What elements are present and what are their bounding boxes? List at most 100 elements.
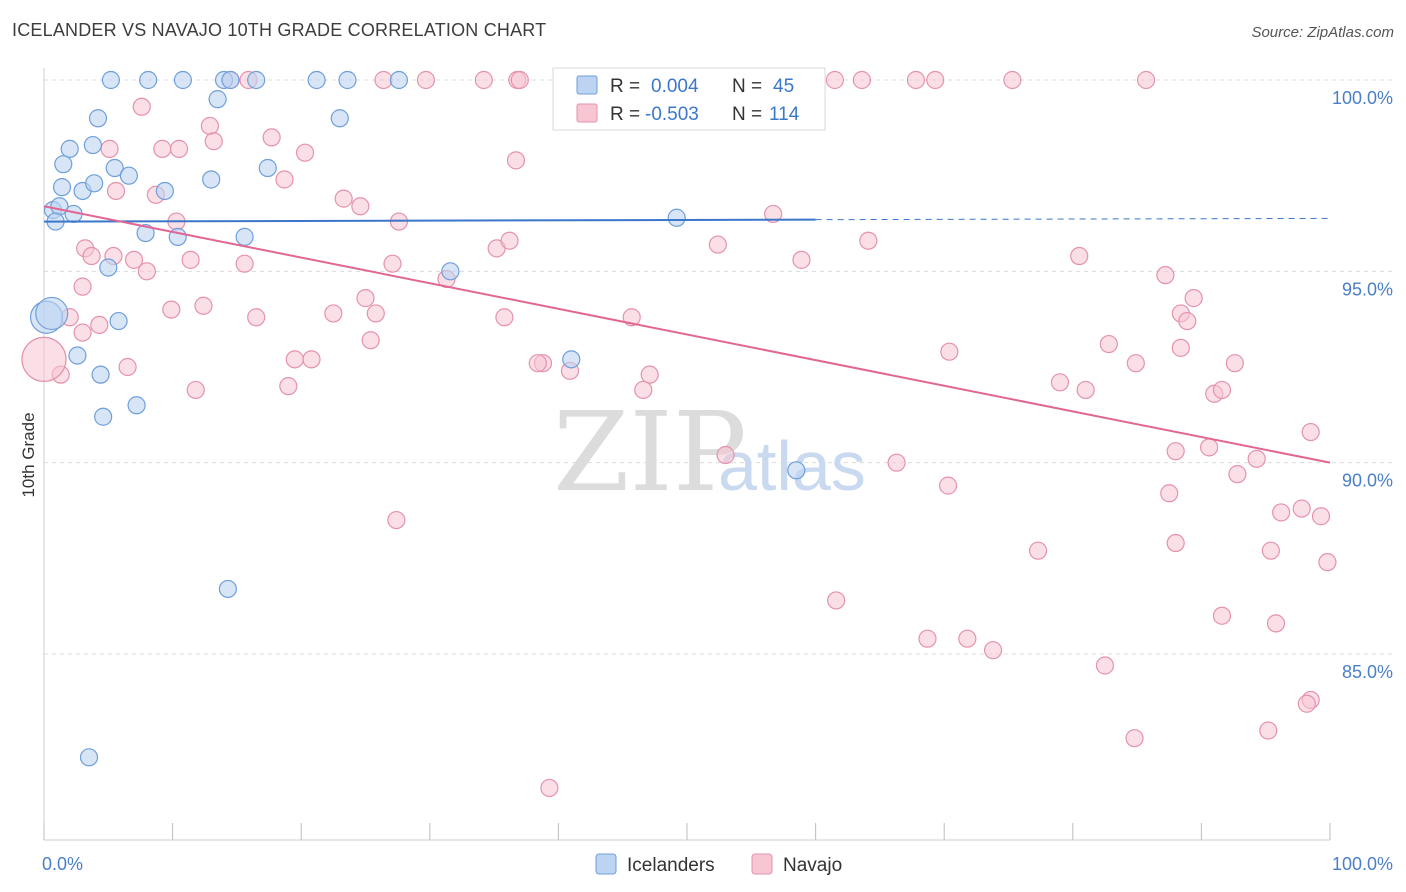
navajo-point: [1171, 338, 1190, 357]
icelander-point: [330, 109, 349, 128]
icelander-trend-line: [43, 218, 816, 223]
y-tick-label: 100.0%: [1332, 88, 1393, 108]
navajo-point: [361, 331, 380, 350]
navajo-point: [1156, 266, 1175, 285]
icelander-point: [99, 258, 118, 277]
tick-labels: 85.0% 90.0% 95.0% 100.0% 0.0% 100.0%: [42, 88, 1393, 874]
icelander-point: [562, 350, 581, 369]
navajo-point: [887, 453, 906, 472]
navajo-point: [1318, 553, 1337, 572]
navajo-point: [622, 308, 641, 327]
navajo-point: [495, 308, 514, 327]
watermark-zip: ZIP: [553, 388, 747, 516]
y-tick-label: 85.0%: [1342, 662, 1393, 682]
icelander-point: [35, 296, 69, 331]
icelander-point: [101, 70, 120, 90]
icelander-point: [247, 70, 266, 90]
bottom-legend-icelanders: Icelanders: [627, 855, 715, 876]
axes: [43, 68, 1331, 841]
navajo-point: [716, 445, 735, 465]
icelander-point: [202, 170, 221, 189]
x-tick-label: 100.0%: [1332, 854, 1393, 874]
navajo-point: [906, 70, 926, 90]
source-label: Source: ZipAtlas.com: [1251, 24, 1394, 41]
navajo-point: [262, 128, 281, 147]
navajo-point: [200, 116, 219, 136]
navajo-point: [194, 296, 213, 315]
navajo-point: [181, 250, 200, 269]
navajo-point: [1259, 721, 1278, 740]
navajo-point: [204, 132, 223, 151]
icelander-point: [83, 135, 102, 155]
legend-r-value: 0.004: [651, 76, 699, 97]
navajo-point: [1225, 354, 1244, 373]
navajo-point: [500, 231, 519, 250]
icelander-point: [109, 311, 128, 331]
navajo-point: [825, 70, 844, 90]
bottom-legend-navajo: Navajo: [783, 855, 842, 876]
navajo-point: [540, 778, 559, 798]
icelander-point: [218, 579, 237, 599]
navajo-point: [275, 170, 294, 189]
y-axis-label: 10th Grade: [19, 412, 38, 497]
navajo-point: [153, 139, 172, 158]
bottom-legend-swatch-navajo: [751, 853, 773, 875]
navajo-point: [940, 342, 959, 361]
icelander-point: [389, 70, 409, 90]
icelander-point: [127, 396, 146, 415]
navajo-point: [506, 151, 526, 170]
icelander-point: [54, 155, 73, 174]
navajo-point: [100, 139, 119, 158]
navajo-point: [1297, 694, 1316, 713]
navajo-point: [926, 70, 945, 90]
series-legend: Icelanders Navajo: [595, 853, 842, 876]
navajo-point: [1212, 606, 1232, 625]
navajo-point: [279, 377, 298, 396]
icelander-point: [139, 70, 158, 90]
legend-r-value: -0.503: [645, 104, 699, 125]
legend-swatch-icelanders: [576, 75, 598, 95]
bottom-legend-swatch-icelanders: [595, 853, 617, 875]
navajo-point: [958, 629, 977, 648]
navajo-point: [1261, 541, 1280, 560]
navajo-point: [106, 181, 126, 201]
icelander-point: [85, 174, 104, 193]
navajo-point: [1228, 465, 1247, 484]
navajo-point: [324, 304, 343, 323]
navajo-trend-line: [43, 205, 1331, 464]
navajo-point: [1212, 380, 1232, 400]
navajo-point: [1137, 70, 1156, 90]
navajo-point: [827, 591, 846, 610]
icelander-point: [258, 158, 277, 178]
navajo-point: [1099, 334, 1118, 354]
icelander-point: [235, 227, 254, 246]
navajo-point: [235, 254, 254, 273]
icelander-point: [208, 90, 227, 109]
icelander-point: [79, 748, 99, 767]
icelander-trend-extension: [815, 217, 1331, 221]
icelander-point: [221, 70, 240, 90]
navajo-point: [859, 231, 878, 250]
navajo-point: [90, 315, 109, 335]
navajo-point: [416, 70, 436, 90]
navajo-point: [334, 189, 353, 208]
navajo-point: [285, 350, 304, 369]
navajo-point: [374, 70, 393, 90]
navajo-point: [1184, 289, 1203, 308]
navajo-point: [983, 641, 1003, 660]
legend-n-label: N =: [732, 76, 762, 97]
navajo-point: [1003, 70, 1022, 90]
icelander-point: [105, 158, 124, 178]
navajo-point: [1266, 614, 1286, 633]
trend-lines: [43, 205, 1331, 464]
navajo-point: [1070, 246, 1089, 266]
navajo-point: [351, 197, 370, 216]
legend-n-value: 114: [769, 104, 800, 125]
icelander-point: [155, 181, 174, 201]
navajo-point: [1125, 729, 1144, 748]
navajo-point: [1200, 438, 1219, 457]
watermark: ZIP atlas: [553, 388, 866, 516]
chart-title: ICELANDER VS NAVAJO 10TH GRADE CORRELATI…: [12, 20, 547, 40]
navajo-point: [1126, 354, 1145, 373]
navajo-point: [1272, 503, 1291, 522]
